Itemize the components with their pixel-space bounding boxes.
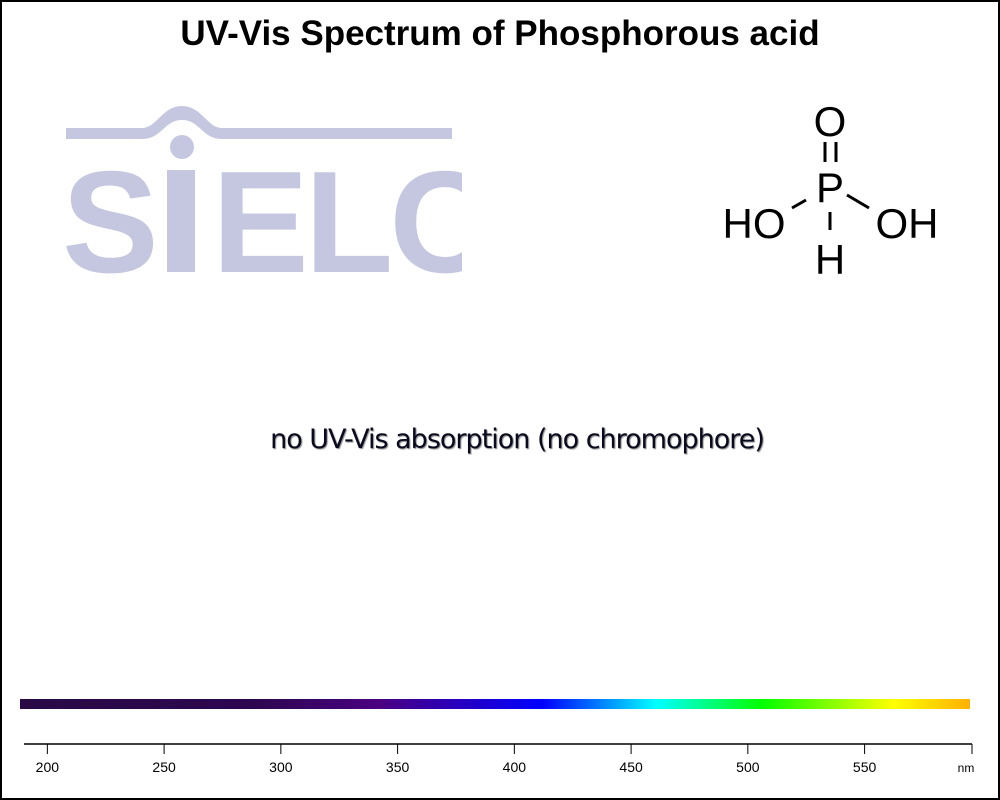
spectrum-color-bar [20,699,970,709]
x-tick-label: 350 [386,759,410,775]
atom-o-top: O [814,98,847,145]
atom-oh-right: OH [876,200,939,247]
x-tick-label: 200 [36,759,60,775]
phosphorous-acid-structure: O P HO OH H [723,98,939,282]
chart-annotation: no UV-Vis absorption (no chromophore) [270,424,765,455]
atom-p: P [816,164,844,211]
atom-ho-left: HO [723,200,786,247]
chart-title: UV-Vis Spectrum of Phosphorous acid [180,14,820,53]
x-tick-label: 300 [269,759,293,775]
x-tick-label: 550 [853,759,877,775]
svg-text:S: S [62,141,155,282]
x-tick-label: 400 [503,759,527,775]
x-tick-label: 500 [736,759,760,775]
atom-h-bottom: H [815,236,845,282]
svg-text:ELC: ELC [212,141,462,282]
x-tick-label: 250 [152,759,176,775]
x-axis-label: nm [958,761,975,775]
sielc-logo-watermark: S ELC [62,106,462,282]
x-tick-label: 450 [619,759,643,775]
